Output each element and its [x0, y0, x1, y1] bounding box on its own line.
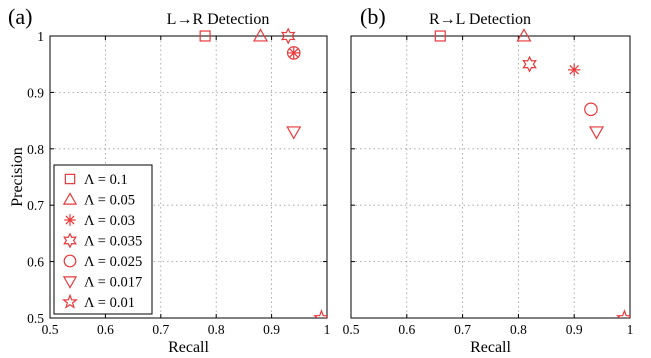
x-tick-label: 1: [627, 322, 634, 337]
chart-title: L→R Detection: [167, 11, 270, 28]
chart-title: R→L Detection: [429, 11, 531, 28]
y-tick-label: 0.9: [27, 85, 44, 100]
data-points: [434, 28, 630, 318]
legend-entry: Λ = 0.035: [84, 234, 142, 250]
y-tick-label: 0.8: [27, 142, 44, 157]
x-tick-label: 1: [324, 322, 331, 337]
data-point-triangle-down: [286, 126, 302, 140]
data-point-circle: [584, 102, 598, 117]
x-tick-label: 0.9: [566, 322, 583, 337]
y-tick-label: 1: [37, 29, 44, 44]
x-tick-label: 0.8: [510, 322, 527, 337]
data-point-circle: [286, 46, 301, 60]
y-tick-label: 0.5: [27, 311, 44, 326]
data-point-square: [199, 30, 211, 42]
legend-entry: Λ = 0.03: [84, 213, 135, 229]
legend: Λ = 0.1 Λ = 0.05 Λ = 0.03 Λ = 0.035 Λ = 0.02…: [53, 164, 153, 315]
data-point-asterisk: [287, 46, 300, 60]
x-tick-label: 0.7: [152, 322, 169, 337]
legend-marker-pentagram: [62, 293, 78, 309]
panel-b: 0.5 0.6 0.7 0.8 0.9 1 (b) R→L Detection Recall: [343, 4, 634, 356]
legend-marker-square: [64, 173, 76, 185]
y-tick-label: 0.6: [27, 255, 44, 270]
asterisk-stroke: [569, 65, 580, 75]
y-tick-label: 0.7: [27, 198, 44, 213]
legend-marker-triangle-down: [62, 276, 78, 289]
x-axis-label: Recall: [470, 339, 511, 356]
data-point-asterisk: [568, 63, 581, 77]
data-point-hexagram: [280, 27, 296, 45]
data-point-triangle-up: [516, 28, 532, 42]
data-points: [199, 27, 327, 318]
data-point-triangle-up: [252, 28, 269, 42]
plot-frame: [350, 35, 631, 319]
legend-entry: Λ = 0.025: [84, 254, 142, 270]
panel-label: (b): [360, 4, 386, 29]
panel-a: 0.5 0.6 0.7 0.8 0.9 1 0.5 0.6 0.7 0.8 0.9 1 (a) L→R D…: [8, 4, 330, 356]
legend-entry: Λ = 0.017: [84, 275, 142, 291]
data-point-hexagram: [522, 55, 537, 73]
x-tick-label: 0.9: [263, 322, 280, 337]
panel-label: (a): [8, 4, 32, 29]
x-tick-label: 0.6: [398, 322, 415, 337]
legend-entry: Λ = 0.01: [84, 295, 135, 311]
legend-box: [53, 164, 153, 315]
legend-marker-triangle-up: [62, 192, 78, 205]
legend-entry: Λ = 0.05: [84, 193, 135, 209]
x-tick-label: 0.8: [208, 322, 225, 337]
x-tick-label: 0.6: [97, 322, 114, 337]
y-axis-label: Precision: [9, 147, 26, 207]
x-axis-label: Recall: [168, 339, 209, 356]
legend-marker-circle: [63, 254, 77, 268]
x-tick-label: 0.5: [42, 322, 59, 337]
asterisk-stroke: [288, 48, 299, 58]
x-tick-label: 0.5: [343, 322, 360, 337]
x-tick-label: 0.7: [454, 322, 471, 337]
legend-marker-asterisk: [64, 214, 76, 226]
legend-entry: Λ = 0.1: [84, 172, 128, 188]
data-point-triangle-down: [588, 126, 605, 140]
asterisk-stroke: [65, 215, 75, 225]
data-point-square: [434, 30, 446, 42]
data-point-pentagram: [615, 309, 630, 318]
data-point-pentagram: [313, 309, 327, 318]
plot-frame: [49, 35, 328, 319]
legend-marker-hexagram: [63, 232, 77, 249]
